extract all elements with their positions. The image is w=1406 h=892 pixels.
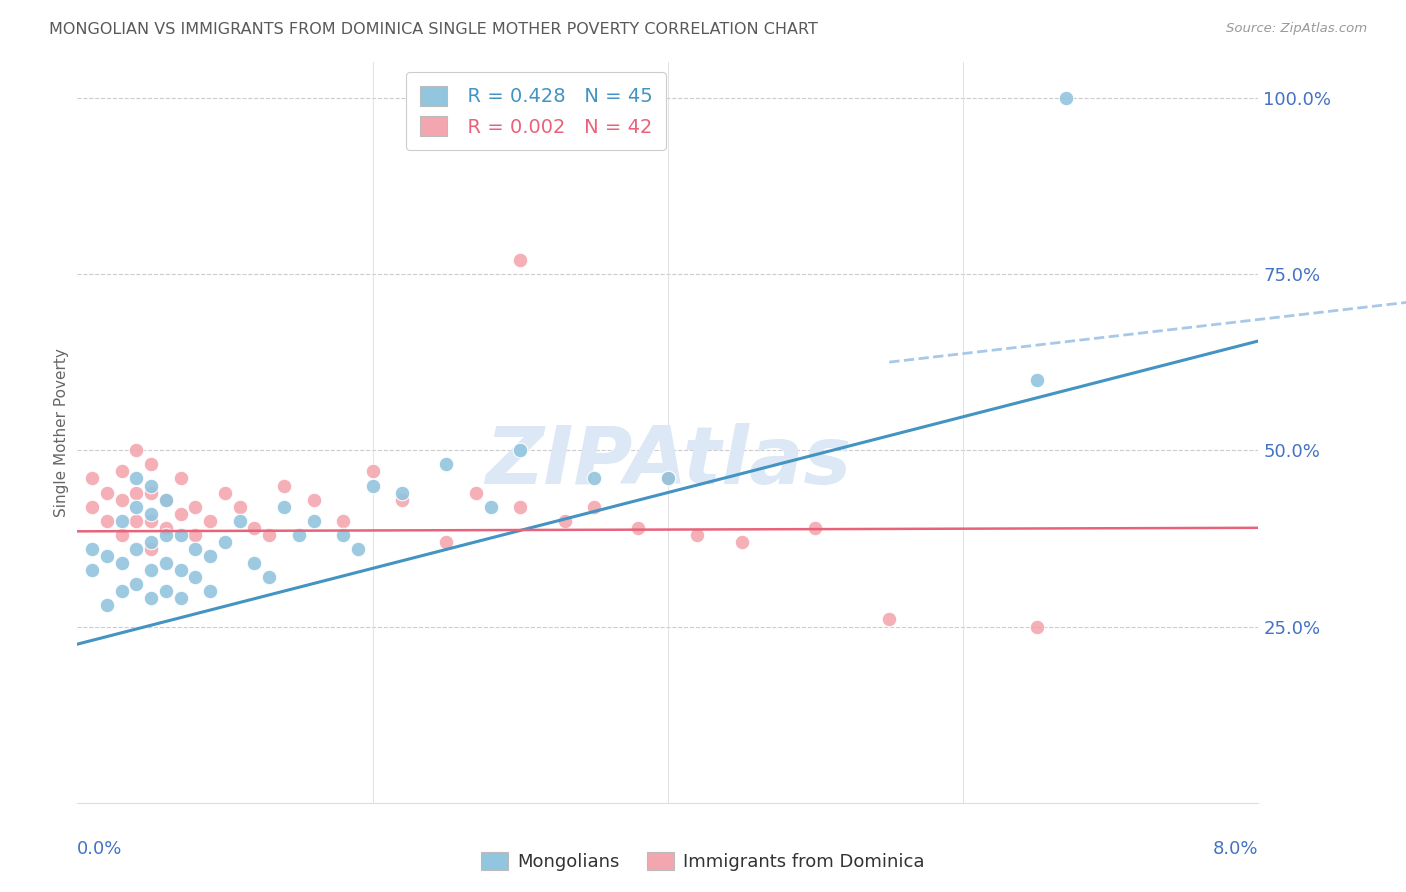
- Text: 8.0%: 8.0%: [1213, 840, 1258, 858]
- Point: [200, 514, 222, 528]
- Point: [361, 464, 384, 478]
- Point: [125, 577, 148, 591]
- Point: [82, 563, 104, 577]
- Point: [170, 528, 193, 542]
- Point: [111, 556, 132, 570]
- Point: [141, 563, 163, 577]
- Point: [288, 528, 311, 542]
- Point: [184, 528, 207, 542]
- Point: [583, 471, 606, 485]
- Point: [155, 492, 177, 507]
- Point: [273, 478, 295, 492]
- Point: [96, 514, 118, 528]
- Point: [155, 521, 177, 535]
- Point: [155, 492, 177, 507]
- Point: [391, 492, 413, 507]
- Point: [170, 471, 193, 485]
- Point: [731, 535, 754, 549]
- Point: [1056, 91, 1078, 105]
- Point: [229, 500, 252, 514]
- Point: [155, 584, 177, 599]
- Point: [391, 485, 413, 500]
- Point: [361, 478, 384, 492]
- Point: [302, 514, 325, 528]
- Point: [465, 485, 488, 500]
- Point: [214, 535, 236, 549]
- Point: [332, 514, 354, 528]
- Point: [184, 541, 207, 556]
- Point: [509, 252, 531, 267]
- Point: [125, 485, 148, 500]
- Point: [436, 458, 458, 472]
- Point: [686, 528, 709, 542]
- Point: [125, 500, 148, 514]
- Point: [332, 528, 354, 542]
- Point: [96, 599, 118, 613]
- Point: [141, 541, 163, 556]
- Point: [82, 541, 104, 556]
- Point: [141, 507, 163, 521]
- Point: [583, 500, 606, 514]
- Point: [96, 485, 118, 500]
- Point: [259, 570, 281, 584]
- Point: [141, 514, 163, 528]
- Point: [170, 591, 193, 606]
- Point: [302, 492, 325, 507]
- Point: [125, 443, 148, 458]
- Point: [627, 521, 650, 535]
- Point: [184, 570, 207, 584]
- Point: [509, 443, 531, 458]
- Point: [111, 514, 132, 528]
- Point: [657, 471, 679, 485]
- Legend: Mongolians, Immigrants from Dominica: Mongolians, Immigrants from Dominica: [474, 845, 932, 879]
- Point: [141, 478, 163, 492]
- Point: [554, 514, 576, 528]
- Point: [273, 500, 295, 514]
- Point: [125, 541, 148, 556]
- Text: MONGOLIAN VS IMMIGRANTS FROM DOMINICA SINGLE MOTHER POVERTY CORRELATION CHART: MONGOLIAN VS IMMIGRANTS FROM DOMINICA SI…: [49, 22, 818, 37]
- Point: [347, 541, 370, 556]
- Point: [229, 514, 252, 528]
- Point: [141, 591, 163, 606]
- Point: [141, 535, 163, 549]
- Point: [184, 500, 207, 514]
- Point: [243, 521, 266, 535]
- Text: 0.0%: 0.0%: [77, 840, 122, 858]
- Point: [82, 471, 104, 485]
- Text: Source: ZipAtlas.com: Source: ZipAtlas.com: [1226, 22, 1367, 36]
- Point: [259, 528, 281, 542]
- Text: ZIPAtlas: ZIPAtlas: [485, 423, 851, 501]
- Point: [141, 458, 163, 472]
- Point: [509, 500, 531, 514]
- Point: [111, 584, 132, 599]
- Y-axis label: Single Mother Poverty: Single Mother Poverty: [53, 348, 69, 517]
- Point: [141, 485, 163, 500]
- Point: [243, 556, 266, 570]
- Point: [436, 535, 458, 549]
- Legend:   R = 0.428   N = 45,   R = 0.002   N = 42: R = 0.428 N = 45, R = 0.002 N = 42: [406, 72, 666, 150]
- Point: [214, 485, 236, 500]
- Point: [170, 563, 193, 577]
- Point: [657, 471, 679, 485]
- Point: [170, 507, 193, 521]
- Point: [155, 528, 177, 542]
- Point: [479, 500, 502, 514]
- Point: [804, 521, 827, 535]
- Point: [879, 612, 901, 626]
- Point: [82, 500, 104, 514]
- Point: [200, 584, 222, 599]
- Point: [111, 492, 132, 507]
- Point: [111, 528, 132, 542]
- Point: [125, 471, 148, 485]
- Point: [155, 556, 177, 570]
- Point: [1026, 619, 1049, 633]
- Point: [1026, 373, 1049, 387]
- Point: [125, 514, 148, 528]
- Point: [111, 464, 132, 478]
- Point: [200, 549, 222, 563]
- Point: [96, 549, 118, 563]
